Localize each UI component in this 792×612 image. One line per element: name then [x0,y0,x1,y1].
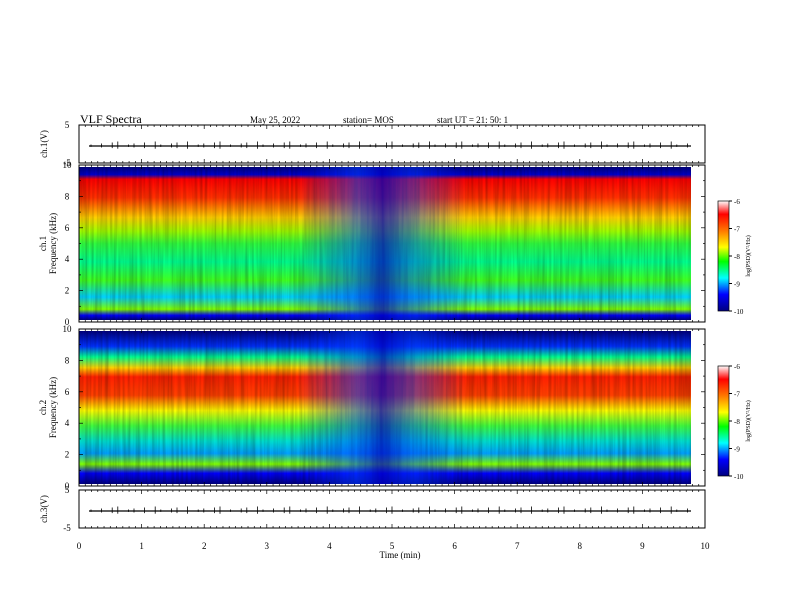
y-tick-label: 8 [65,191,70,201]
station-label: station= MOS [343,115,394,125]
colorbar-tick-label: -8 [734,253,740,261]
x-tick-label: 6 [452,541,457,551]
x-tick-label: 9 [640,541,645,551]
colorbar-tick-label: -7 [734,391,740,399]
date-label: May 25, 2022 [250,115,301,125]
colorbar-tick-label: -6 [734,363,740,371]
y-tick-label: 10 [63,160,73,170]
x-tick-label: 8 [578,541,583,551]
x-tick-label: 1 [139,541,144,551]
y-tick-label: -5 [63,158,71,168]
colorbar-label: log(PSD)(V²/Hz) [745,400,752,441]
x-tick-label: 5 [390,541,395,551]
y-axis-label-frequency: Frequency (kHz) [48,213,58,274]
y-tick-label: -5 [63,523,71,533]
x-tick-label: 4 [327,541,332,551]
colorbar-tick-label: -9 [734,446,740,454]
x-tick-label: 2 [202,541,207,551]
x-axis-label: Time (min) [380,550,421,560]
y-tick-label: 5 [65,120,70,130]
y-tick-label: 6 [65,223,70,233]
y-tick-label: 0 [65,481,70,491]
chart-title: VLF Spectra [80,112,142,126]
y-tick-label: 10 [63,324,73,334]
ch2-quiet-interval [297,331,467,484]
y-axis-label: ch.3(V) [39,495,49,523]
x-tick-label: 10 [701,541,711,551]
colorbar-tick-label: -7 [734,226,740,234]
y-tick-label: 4 [65,418,70,428]
y-tick-label: 4 [65,254,70,264]
y-axis-label-channel: ch.2 [38,400,48,415]
colorbar [717,365,730,477]
y-axis-label-channel: ch.1 [38,236,48,251]
x-tick-label: 0 [77,541,82,551]
colorbar-tick-label: -6 [734,198,740,206]
x-tick-label: 3 [265,541,270,551]
colorbar-tick-label: -8 [734,418,740,426]
y-tick-label: 2 [65,286,70,296]
y-tick-label: 6 [65,387,70,397]
y-tick-label: 5 [65,485,70,495]
y-axis-label: ch.1(V) [39,130,49,158]
colorbar-tick-label: -10 [734,473,744,481]
ch1-quiet-interval [297,167,467,320]
start-ut-label: start UT = 21: 50: 1 [437,115,509,125]
x-tick-label: 7 [515,541,520,551]
colorbar-label: log(PSD)(V²/Hz) [745,235,752,276]
y-tick-label: 8 [65,355,70,365]
colorbar-tick-label: -10 [734,308,744,316]
y-tick-label: 0 [65,317,70,327]
y-tick-label: 2 [65,450,70,460]
colorbar [717,200,730,312]
colorbar-tick-label: -9 [734,281,740,289]
y-axis-label-frequency: Frequency (kHz) [48,377,58,438]
